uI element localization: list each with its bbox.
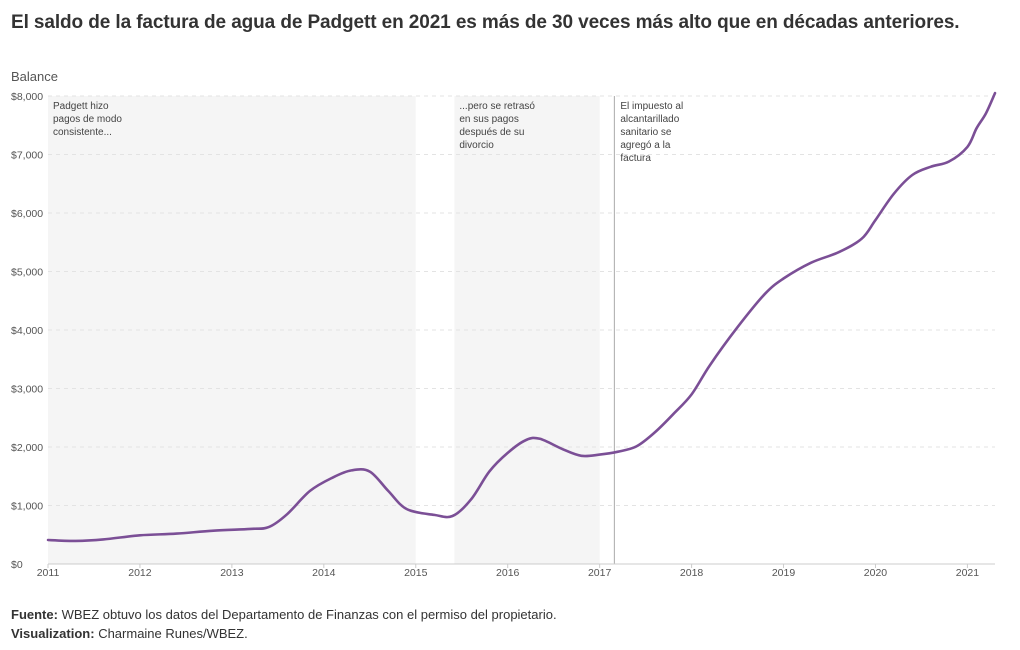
x-tick-label: 2011 — [37, 567, 60, 579]
balance-data-point — [433, 514, 435, 516]
balance-data-point — [709, 364, 711, 366]
balance-data-point — [893, 193, 895, 195]
balance-data-point — [75, 540, 77, 542]
balance-data-point — [47, 539, 49, 541]
x-tick-label: 2017 — [588, 567, 612, 579]
balance-data-point — [387, 490, 389, 492]
balance-data-point — [617, 451, 619, 453]
balance-data-point — [139, 535, 141, 537]
balance-data-point — [351, 470, 353, 472]
balance-data-point — [452, 515, 454, 517]
balance-data-point — [332, 477, 334, 479]
x-tick-label: 2012 — [128, 567, 152, 579]
balance-data-point — [489, 471, 491, 473]
shaded-period-label-2: ...pero se retrasó en sus pagos después de… — [459, 101, 535, 151]
balance-data-point — [783, 278, 785, 280]
y-tick-label: $1,000 — [11, 501, 43, 513]
balance-data-point — [930, 166, 932, 168]
balance-data-point — [810, 262, 812, 264]
chart-title: El saldo de la factura de agua de Padget… — [11, 12, 960, 33]
x-tick-label: 2020 — [864, 567, 888, 579]
balance-data-point — [539, 438, 541, 440]
y-tick-label: $6,000 — [11, 208, 43, 220]
source-line: Fuente: WBEZ obtuvo los datos del Depart… — [11, 605, 557, 624]
credit-text: Charmaine Runes/WBEZ. — [98, 626, 248, 641]
y-tick-label: $7,000 — [11, 150, 43, 162]
balance-data-point — [691, 394, 693, 396]
balance-data-point — [911, 174, 913, 176]
x-tick-label: 2021 — [956, 567, 980, 579]
balance-data-point — [737, 326, 739, 328]
x-tick-label: 2016 — [496, 567, 520, 579]
footer: Fuente: WBEZ obtuvo los datos del Depart… — [11, 605, 557, 643]
y-axis-label: Balance — [11, 69, 58, 84]
source-text: WBEZ obtuvo los datos del Departamento d… — [61, 607, 557, 622]
x-tick-label: 2013 — [220, 567, 244, 579]
balance-data-point — [967, 146, 969, 148]
x-tick-label: 2018 — [680, 567, 704, 579]
balance-data-point — [654, 432, 656, 434]
balance-data-point — [985, 113, 987, 115]
y-tick-label: $2,000 — [11, 442, 43, 454]
x-tick-label: 2014 — [312, 567, 336, 579]
balance-data-point — [102, 539, 104, 541]
y-tick-label: $5,000 — [11, 267, 43, 279]
credit-label: Visualization: — [11, 626, 95, 641]
balance-data-point — [470, 499, 472, 501]
balance-series-line — [46, 91, 997, 543]
balance-data-point — [406, 508, 408, 510]
balance-data-point — [599, 454, 601, 456]
balance-data-point — [268, 526, 270, 528]
line-chart: Padgett hizo pagos de modo consistente....… — [11, 91, 997, 579]
annotations: El impuesto al alcantarillado sanitario se… — [613, 96, 683, 564]
balance-data-point — [875, 219, 877, 221]
balance-data-point — [369, 471, 371, 473]
balance-data-point — [562, 449, 564, 451]
balance-data-point — [861, 238, 863, 240]
y-tick-label: $0 — [11, 559, 23, 571]
balance-data-point — [176, 533, 178, 535]
balance-data-point — [948, 161, 950, 163]
y-tick-label: $3,000 — [11, 384, 43, 396]
balance-data-point — [286, 513, 288, 515]
y-tick-label: $8,000 — [11, 91, 43, 103]
x-tick-label: 2019 — [772, 567, 796, 579]
shaded-period-label-1: Padgett hizo pagos de modo consistente... — [53, 101, 122, 138]
balance-data-point — [507, 452, 509, 454]
balance-data-point — [525, 439, 527, 441]
y-tick-label: $4,000 — [11, 325, 43, 337]
annotation-label: El impuesto al alcantarillado sanitario se… — [620, 101, 683, 164]
balance-data-point — [580, 455, 582, 457]
balance-data-point — [838, 251, 840, 253]
x-tick-label: 2015 — [404, 567, 428, 579]
balance-data-point — [213, 530, 215, 532]
gridlines — [48, 95, 995, 506]
shaded-periods: Padgett hizo pagos de modo consistente....… — [48, 96, 600, 564]
balance-data-point — [976, 127, 978, 129]
balance-data-point — [994, 92, 996, 94]
balance-data-point — [672, 413, 674, 415]
balance-data-point — [309, 490, 311, 492]
credit-line: Visualization: Charmaine Runes/WBEZ. — [11, 624, 557, 643]
balance-data-point — [764, 293, 766, 295]
balance-data-point — [636, 446, 638, 448]
balance-data-point — [249, 528, 251, 530]
source-label: Fuente: — [11, 607, 58, 622]
series — [46, 91, 997, 543]
axes: $0 $1,000 $2,000 $3,000 $4,000 $5,000 $6,000 $7… — [11, 91, 995, 579]
